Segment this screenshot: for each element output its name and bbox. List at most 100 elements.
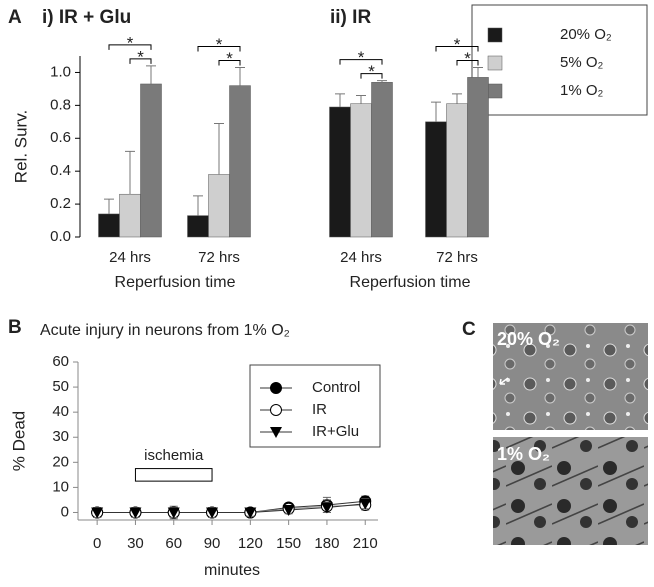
legend-label: 1% O₂ [560,82,604,99]
arrow [499,377,509,385]
panel-label: B [8,317,22,338]
marker [244,507,257,519]
marker [129,507,142,519]
marker [320,502,333,514]
x-tick-label: 0 [93,535,101,552]
x-axis-label: Reperfusion time [350,274,471,291]
significance-star: * [454,35,461,54]
error-bar [214,122,224,175]
significance-bracket [456,60,479,66]
significance-bracket [218,60,241,66]
x-tick-label: 24 hrs [109,249,151,266]
marker [167,507,180,519]
chart-title: Acute injury in neurons from 1% O₂ [40,322,290,339]
error-bar [356,94,366,104]
error-bar [377,80,387,83]
x-tick-label: 72 hrs [436,249,478,266]
significance-bracket [129,58,152,64]
error-bar [235,67,245,86]
legend-label: 20% O₂ [560,26,612,43]
micrograph [493,323,648,430]
x-tick-label: 24 hrs [340,249,382,266]
y-tick-label: 20 [52,453,69,470]
legend-label: Control [312,379,360,396]
x-tick-label: 120 [238,535,263,552]
marker [282,504,295,516]
bar [187,215,209,238]
bar [467,77,489,238]
error-bar [146,65,156,84]
legend-marker [270,382,282,394]
legend-label: IR+Glu [312,423,359,440]
y-tick-label: 60 [52,353,69,370]
significance-star: * [368,62,375,81]
bar [371,82,393,238]
y-tick-label: 0 [61,503,69,520]
panel-label: C [462,319,476,340]
legend-swatch [487,83,503,99]
bar [350,103,372,238]
x-tick-label: 180 [314,535,339,552]
y-axis-label: Rel. Surv. [11,110,30,183]
span-label: ischemia [144,447,204,464]
bar [229,85,251,238]
legend-swatch [487,27,503,43]
error-bar [125,150,135,195]
x-tick-label: 30 [127,535,144,552]
legend-label: 5% O₂ [560,54,604,71]
legend-label: IR [312,401,327,418]
series-line [97,503,366,513]
significance-bracket [339,59,383,65]
error-bar [193,195,203,216]
y-tick-label: 0.6 [50,129,71,146]
y-tick-label: 1.0 [50,63,71,80]
significance-star: * [137,47,144,66]
y-tick-label: 0.4 [50,162,71,179]
y-tick-label: 40 [52,403,69,420]
x-tick-label: 90 [204,535,221,552]
chart-title: ii) IR [330,7,371,28]
bar [98,213,120,238]
x-tick-label: 150 [276,535,301,552]
error-bar [452,93,462,104]
legend-swatch [487,55,503,71]
significance-star: * [127,33,134,52]
micrograph [493,437,648,545]
legend-marker [270,404,282,416]
significance-star: * [358,48,365,67]
significance-bracket [435,46,479,52]
significance-star: * [226,49,233,68]
bar [446,103,468,238]
error-bar [104,198,114,214]
chart-title: i) IR + Glu [42,7,131,28]
x-tick-label: 72 hrs [198,249,240,266]
y-tick-label: 0.2 [50,195,71,212]
significance-star: * [216,35,223,54]
x-tick-label: 210 [353,535,378,552]
marker [359,498,372,510]
error-bar [473,67,483,78]
bar [119,193,141,238]
y-axis-label: % Dead [9,411,28,471]
significance-bracket [197,46,241,52]
error-bar [431,101,441,122]
y-tick-label: 50 [52,378,69,395]
y-tick-label: 30 [52,428,69,445]
legend-marker [270,427,282,438]
panel-label: A [8,7,22,28]
y-tick-label: 10 [52,478,69,495]
y-tick-label: 0.0 [50,228,71,245]
x-axis-label: Reperfusion time [115,274,236,291]
marker [206,507,219,519]
bar [140,83,162,238]
significance-bracket [108,44,152,50]
image-label: 1% O₂ [497,444,550,464]
x-tick-label: 60 [165,535,182,552]
ischemia-span [134,468,213,482]
bar [208,174,230,238]
bar [425,121,447,238]
significance-star: * [464,49,471,68]
image-label: 20% O₂ [497,329,560,349]
error-bar [335,93,345,108]
